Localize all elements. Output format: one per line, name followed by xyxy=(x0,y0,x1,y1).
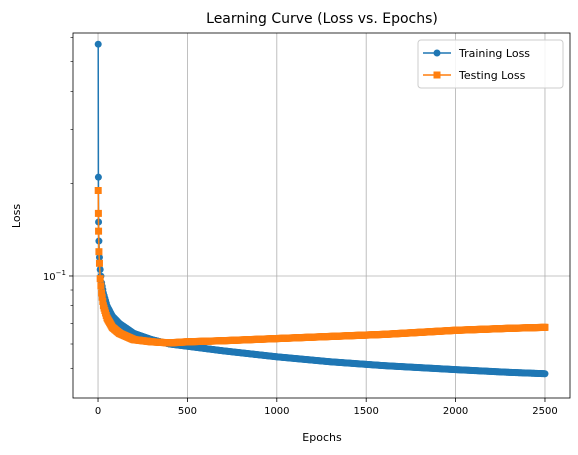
data-point xyxy=(94,173,102,181)
x-tick-label: 0 xyxy=(95,406,101,417)
legend-marker xyxy=(433,71,441,79)
legend-label: Training Loss xyxy=(458,47,530,60)
x-tick-label: 2500 xyxy=(532,406,557,417)
data-point xyxy=(95,227,103,235)
data-point xyxy=(98,289,106,297)
y-axis-label: Loss xyxy=(10,204,23,228)
data-point xyxy=(98,293,106,301)
data-point xyxy=(95,248,103,256)
x-axis-label: Epochs xyxy=(302,431,342,444)
x-axis: 0 500 1000 1500 2000 2500 xyxy=(95,398,558,417)
data-point xyxy=(541,370,549,378)
x-tick-label: 2000 xyxy=(443,406,468,417)
legend-marker xyxy=(433,49,441,57)
legend: Training Loss Testing Loss xyxy=(417,39,564,89)
series-testing-loss xyxy=(94,187,549,347)
legend-box xyxy=(417,39,564,89)
legend-label: Testing Loss xyxy=(458,69,526,82)
data-point xyxy=(97,282,105,290)
x-tick-label: 500 xyxy=(178,406,197,417)
chart-title: Learning Curve (Loss vs. Epochs) xyxy=(206,11,438,27)
data-point xyxy=(96,275,104,283)
data-point xyxy=(95,259,103,267)
data-point xyxy=(541,323,549,331)
x-tick-label: 1500 xyxy=(353,406,378,417)
data-point xyxy=(94,187,102,195)
plot-frame xyxy=(72,32,571,399)
data-point xyxy=(99,297,107,305)
series-layer xyxy=(94,40,549,378)
data-point xyxy=(94,209,102,217)
plot-area xyxy=(72,32,571,399)
data-point xyxy=(94,40,102,48)
x-tick-label: 1000 xyxy=(264,406,289,417)
